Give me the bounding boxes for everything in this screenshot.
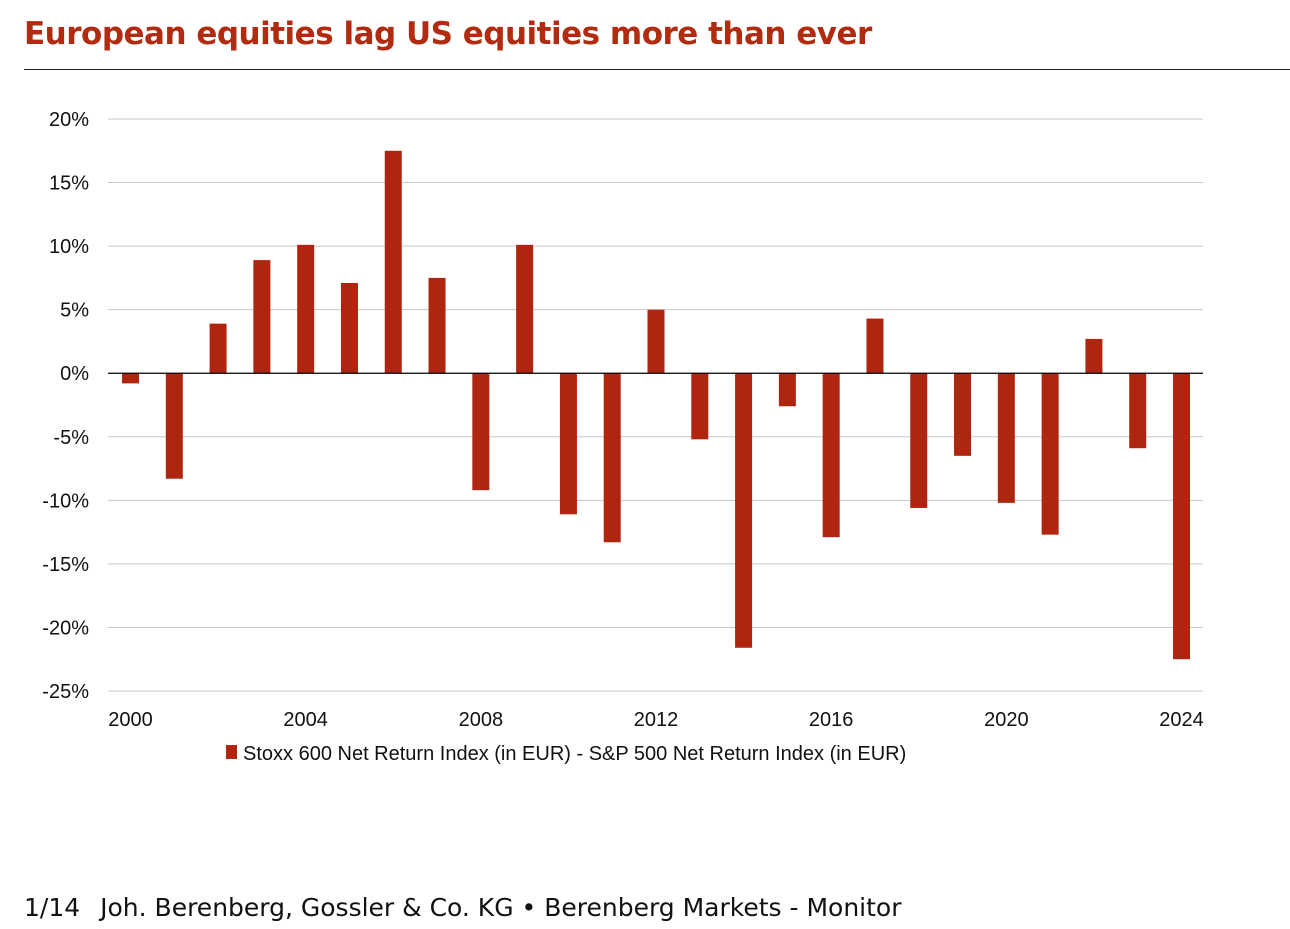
bar-2018 (910, 373, 928, 508)
bar-2010 (559, 373, 577, 515)
page-number: 1/14 (24, 893, 81, 922)
bar-2003 (253, 260, 271, 374)
y-tick-label: 15% (49, 173, 89, 195)
bar-2000 (122, 373, 139, 384)
x-tick-label: 2004 (283, 709, 328, 731)
bar-2022 (1085, 338, 1103, 374)
legend-label: Stoxx 600 Net Return Index (in EUR) - S&… (243, 743, 906, 765)
x-tick-label: 2008 (459, 709, 504, 731)
bar-2009 (516, 244, 534, 374)
legend-swatch (226, 745, 237, 759)
bar-2005 (340, 282, 358, 374)
y-tick-label: 0% (60, 363, 89, 385)
bar-2011 (603, 373, 621, 543)
x-tick-label: 2000 (108, 709, 153, 731)
bar-2004 (297, 244, 315, 374)
x-axis-labels: 2000 2004 2008 2012 2016 2020 2024 (108, 709, 1204, 731)
x-tick-label: 2012 (634, 709, 679, 731)
y-tick-label: -15% (42, 554, 89, 576)
y-tick-label: 5% (60, 300, 89, 322)
bar-2002 (209, 323, 227, 374)
y-tick-label: 20% (49, 109, 89, 131)
bar-2001 (165, 373, 183, 479)
bar-2017 (866, 318, 884, 374)
footer: 1/14 Joh. Berenberg, Gossler & Co. KG • B… (24, 893, 902, 922)
y-tick-label: -25% (42, 681, 89, 703)
y-tick-label: -20% (42, 617, 89, 639)
bar-2013 (691, 373, 709, 440)
y-tick-label: -5% (53, 427, 89, 449)
bar-2016 (822, 373, 840, 538)
title-divider (24, 69, 1290, 70)
bar-2014 (735, 373, 753, 648)
bar-2008 (472, 373, 490, 491)
bar-2007 (428, 277, 446, 374)
bar-2020 (997, 373, 1015, 503)
legend: Stoxx 600 Net Return Index (in EUR) - S&… (226, 743, 906, 765)
gridlines (108, 118, 1203, 692)
y-tick-label: -10% (42, 490, 89, 512)
chart-title: European equities lag US equities more t… (24, 16, 872, 52)
bar-2015 (778, 373, 796, 407)
bar-2019 (954, 373, 972, 456)
bar-2012 (647, 309, 665, 374)
bar-2024 (1173, 373, 1190, 660)
y-axis-labels: 20% 15% 10% 5% 0% -5% -10% -15% -20% -25% (42, 109, 89, 703)
bar-2006 (384, 150, 402, 374)
bars (122, 150, 1190, 660)
x-tick-label: 2024 (1159, 709, 1204, 731)
x-tick-label: 2016 (809, 709, 854, 731)
bar-2021 (1041, 373, 1059, 535)
bar-2023 (1129, 373, 1147, 449)
footer-source: Joh. Berenberg, Gossler & Co. KG • Beren… (100, 893, 902, 922)
x-tick-label: 2020 (984, 709, 1029, 731)
y-tick-label: 10% (49, 236, 89, 258)
